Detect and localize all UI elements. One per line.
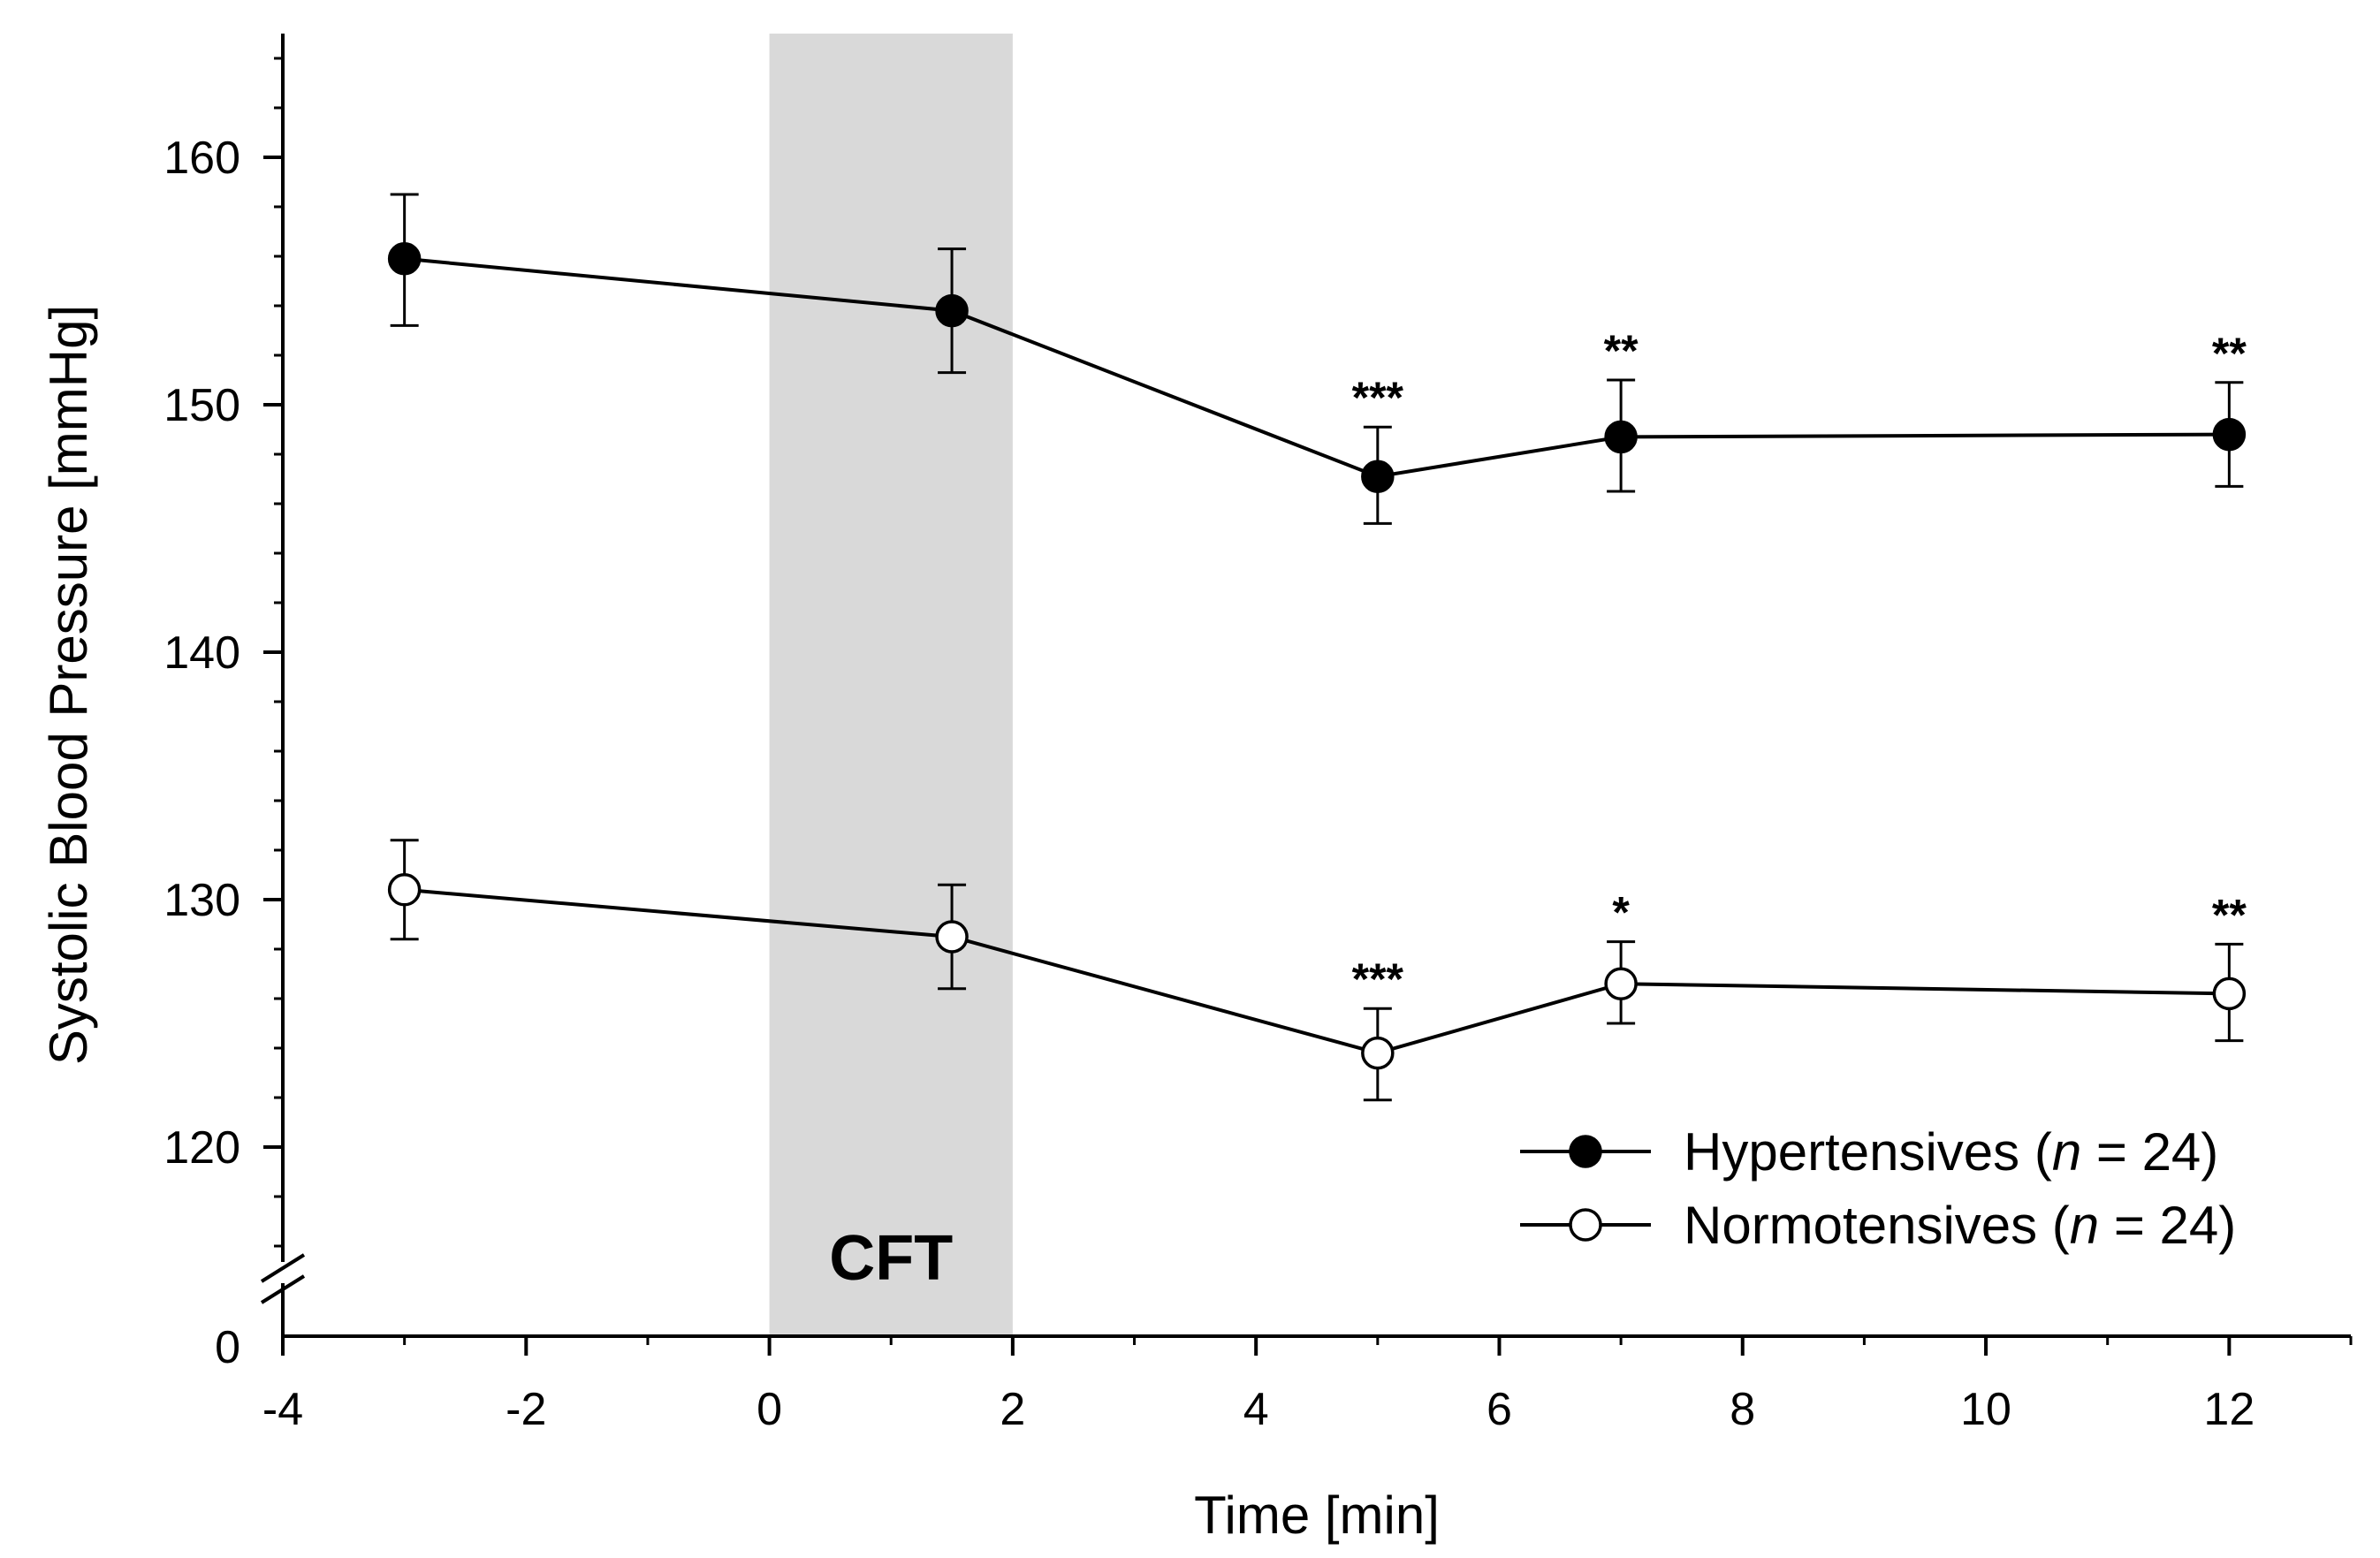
y-axis-title: Systolic Blood Pressure [mmHg] [39, 305, 98, 1065]
cft-label: CFT [829, 1223, 953, 1294]
legend-label-n: n [2052, 1122, 2081, 1182]
series-layer: ***** ****** ** [387, 193, 2247, 1102]
legend-label-n: n [2070, 1196, 2099, 1255]
x-tick-label: 4 [1243, 1384, 1269, 1435]
y-tick-label-zero: 0 [215, 1322, 240, 1373]
significance-label: ** [2212, 329, 2247, 378]
x-tick-label: 2 [1000, 1384, 1025, 1435]
legend-label-name: Hypertensives ( [1684, 1122, 2052, 1182]
data-point [1361, 460, 1395, 493]
legend-marker [1569, 1208, 1602, 1242]
data-point [387, 242, 422, 276]
x-tick-label: 12 [2203, 1384, 2255, 1435]
legend-label: Hypertensives (n = 24) [1684, 1122, 2218, 1182]
x-tick-label: 0 [757, 1384, 782, 1435]
legend-marker [1569, 1135, 1602, 1168]
x-tick-label: -2 [506, 1384, 546, 1435]
significance-label: ** [2212, 890, 2247, 939]
data-point [387, 873, 422, 907]
data-point [2212, 977, 2247, 1011]
series-line [404, 256, 2230, 479]
axes-layer: 120 130 140 150 160 0 -4 -2 0 2 4 6 8 10 12 [163, 34, 2353, 1435]
cft-shaded-region [769, 34, 1013, 1336]
series-line [404, 887, 2230, 1055]
significance-label: ** [1604, 326, 1639, 376]
data-point [1361, 1036, 1395, 1070]
x-axis-title: Time [min] [1194, 1486, 1440, 1545]
significance-label: *** [1352, 373, 1404, 422]
legend-label-count: = 24) [2081, 1122, 2218, 1182]
legend-item-hypertensives: Hypertensives (n = 24) [1520, 1122, 2218, 1182]
significance-label: *** [1352, 954, 1404, 1004]
data-point [935, 920, 969, 954]
data-point [1604, 967, 1638, 1000]
x-tick-label: 10 [1960, 1384, 2011, 1435]
y-axis-break-mark [260, 1274, 306, 1304]
x-tick-label: 8 [1730, 1384, 1755, 1435]
data-point [1604, 420, 1638, 454]
legend-label-name: Normotensives ( [1684, 1196, 2070, 1255]
y-axis-break-mark [260, 1253, 306, 1283]
series-hypertensives: ***** ** [387, 193, 2247, 525]
legend-label: Normotensives (n = 24) [1684, 1196, 2236, 1255]
legend: Hypertensives (n = 24)Normotensives (n =… [1520, 1122, 2236, 1255]
y-tick-label: 130 [163, 875, 240, 926]
legend-item-normotensives: Normotensives (n = 24) [1520, 1196, 2236, 1255]
y-tick-label: 150 [163, 380, 240, 431]
y-tick-label: 120 [163, 1122, 240, 1174]
x-tick-label: -4 [262, 1384, 303, 1435]
significance-label: * [1612, 888, 1630, 938]
data-point [2212, 417, 2247, 452]
cft-shaded-region-layer: CFT [769, 34, 1013, 1336]
legend-label-count: = 24) [2099, 1196, 2236, 1255]
x-tick-label: 6 [1487, 1384, 1512, 1435]
y-tick-label: 140 [163, 627, 240, 679]
y-tick-label: 160 [163, 133, 240, 184]
data-point [935, 293, 969, 328]
series-normotensives: **** ** [387, 839, 2247, 1102]
